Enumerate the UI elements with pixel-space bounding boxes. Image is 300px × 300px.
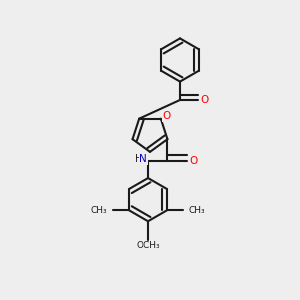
Text: OCH₃: OCH₃ <box>136 241 160 250</box>
Text: CH₃: CH₃ <box>189 206 206 215</box>
Text: O: O <box>162 111 170 121</box>
Text: N: N <box>140 154 147 164</box>
Text: CH₃: CH₃ <box>91 206 107 215</box>
Text: O: O <box>201 95 209 105</box>
Text: O: O <box>189 156 198 166</box>
Text: H: H <box>135 154 143 164</box>
